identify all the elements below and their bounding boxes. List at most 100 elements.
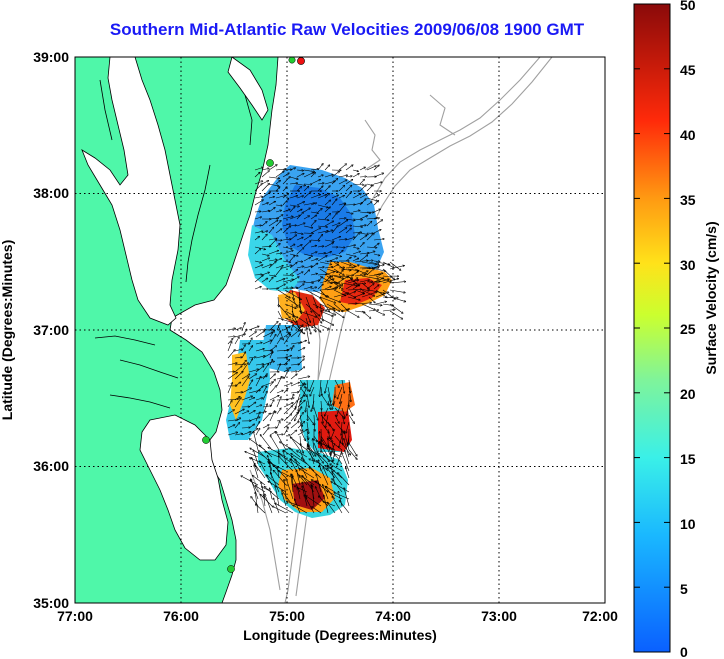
colorbar-tick-label: 40 xyxy=(680,127,696,143)
velocity-vector xyxy=(334,407,345,419)
velocity-vector xyxy=(368,289,385,293)
velocity-vector xyxy=(316,461,329,472)
velocity-vector xyxy=(352,184,364,185)
velocity-vector xyxy=(324,267,333,269)
velocity-vector xyxy=(366,282,372,283)
velocity-vector xyxy=(347,400,350,415)
velocity-vector xyxy=(345,245,355,248)
velocity-vector xyxy=(283,388,288,394)
velocity-vector xyxy=(290,421,299,429)
velocity-vector xyxy=(248,369,259,373)
x-axis-label: Longitude (Degrees:Minutes) xyxy=(243,627,437,643)
velocity-patch-mid-west-edge xyxy=(230,352,250,420)
velocity-vector xyxy=(316,481,329,493)
velocity-vector xyxy=(366,268,374,276)
velocity-vector xyxy=(345,180,353,185)
velocity-vector xyxy=(326,296,340,302)
velocity-vector xyxy=(255,412,260,422)
velocity-vector xyxy=(270,488,273,500)
velocity-vector xyxy=(254,184,262,192)
velocity-vector xyxy=(282,194,289,199)
velocity-vector xyxy=(310,246,317,248)
velocity-vector xyxy=(317,277,322,283)
station-red-marker[interactable] xyxy=(297,57,305,65)
velocity-vector xyxy=(347,310,359,317)
velocity-vector xyxy=(254,275,263,283)
pamlico-sound xyxy=(139,414,229,561)
velocity-vector xyxy=(345,218,355,220)
velocity-vector xyxy=(297,325,303,331)
station-marker[interactable] xyxy=(266,159,274,167)
velocity-vector xyxy=(282,239,291,240)
velocity-vector xyxy=(332,497,343,514)
velocity-vector xyxy=(255,486,266,493)
colorbar: 50 45 40 35 30 25 20 15 10 5 0 Surface V… xyxy=(633,0,719,659)
velocity-vector xyxy=(275,259,282,262)
velocity-vector xyxy=(332,471,343,486)
velocity-vector xyxy=(303,173,314,178)
velocity-vector xyxy=(268,227,274,234)
velocity-vector xyxy=(366,251,375,255)
velocity-vector xyxy=(296,233,303,234)
velocity-vector xyxy=(352,174,359,178)
velocity-vector xyxy=(316,474,322,493)
velocity-vector xyxy=(348,407,353,416)
velocity-vector xyxy=(310,221,316,227)
velocity-vector xyxy=(290,374,297,380)
velocity-vector xyxy=(373,285,379,290)
velocity-vector xyxy=(234,357,242,358)
velocity-vector xyxy=(331,274,341,277)
velocity-vector xyxy=(297,451,308,458)
velocity-vector xyxy=(331,264,338,269)
colorbar-tick-label: 50 xyxy=(680,0,696,13)
velocity-vector xyxy=(389,303,403,313)
velocity-vector xyxy=(262,428,269,436)
velocity-vector xyxy=(295,499,301,514)
velocity-vector xyxy=(269,322,278,331)
velocity-vector xyxy=(338,196,344,199)
velocity-vector xyxy=(346,421,350,433)
velocity-vector xyxy=(340,393,343,404)
velocity-vector xyxy=(324,181,335,185)
velocity-vector xyxy=(283,333,290,338)
velocity-vector xyxy=(359,225,366,226)
station-marker[interactable] xyxy=(202,436,210,444)
velocity-vector xyxy=(373,278,384,283)
velocity-vector xyxy=(283,348,292,352)
velocity-vector xyxy=(310,173,315,178)
velocity-vector xyxy=(359,167,365,171)
velocity-vector xyxy=(373,220,383,227)
velocity-vector xyxy=(289,262,297,269)
velocity-vector xyxy=(269,432,276,436)
velocity-vector xyxy=(310,280,320,283)
velocity-vector xyxy=(352,246,359,249)
velocity-vector xyxy=(338,239,347,240)
velocity-vector xyxy=(290,372,297,373)
velocity-vector xyxy=(296,223,305,227)
velocity-vector xyxy=(282,265,292,269)
velocity-vector xyxy=(248,346,253,352)
velocity-vector xyxy=(297,470,301,486)
velocity-vector xyxy=(331,195,338,199)
velocity-vector xyxy=(320,379,322,397)
velocity-vector xyxy=(297,395,305,401)
velocity-vector xyxy=(354,283,366,284)
station-marker[interactable] xyxy=(227,565,235,573)
velocity-vector xyxy=(296,266,304,269)
velocity-vector xyxy=(248,357,256,358)
velocity-vector xyxy=(352,233,359,241)
velocity-vector xyxy=(313,439,315,451)
velocity-vector xyxy=(304,495,315,514)
velocity-vector xyxy=(296,393,301,408)
velocity-vector xyxy=(277,317,292,323)
velocity-vector xyxy=(268,197,274,199)
velocity-vector xyxy=(275,210,281,213)
velocity-vector xyxy=(282,275,293,276)
velocity-vector xyxy=(241,411,249,415)
velocity-vector xyxy=(373,195,379,199)
velocity-vector xyxy=(331,226,338,234)
station-marker[interactable] xyxy=(288,56,296,64)
velocity-vector xyxy=(297,356,305,359)
velocity-vector xyxy=(316,441,336,451)
velocity-vector xyxy=(375,268,386,271)
